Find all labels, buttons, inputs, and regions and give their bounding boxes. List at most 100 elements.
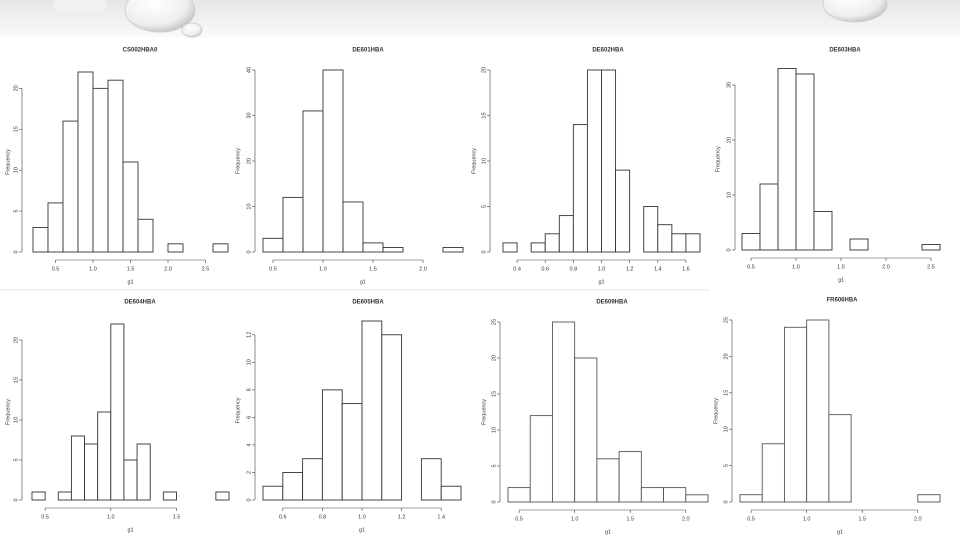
- y-tick-label: 30: [726, 82, 732, 88]
- bar: [32, 227, 49, 253]
- x-tick-label: 0.5: [269, 266, 277, 272]
- x-tick-label: 0.5: [52, 266, 60, 272]
- x-tick-label: 1.5: [173, 514, 181, 520]
- x-tick-label: 2.0: [914, 516, 922, 522]
- bar: [783, 326, 808, 503]
- y-tick-label: 10: [246, 203, 252, 209]
- x-tick-label: 2.0: [419, 266, 427, 272]
- x-tick-label: 1.2: [398, 514, 406, 520]
- chart-title: DE602HBA: [592, 48, 624, 54]
- y-tick-label: 20: [491, 355, 497, 361]
- y-tick-label: 15: [13, 377, 19, 383]
- x-tick-label: 0.5: [41, 514, 49, 520]
- bar: [739, 494, 763, 503]
- x-tick-label: 1.5: [127, 266, 135, 272]
- x-axis-label: g1: [837, 529, 843, 535]
- bar: [507, 487, 531, 503]
- x-tick-label: 1.5: [837, 264, 845, 270]
- y-tick-label: 0: [723, 500, 729, 503]
- bar: [215, 491, 230, 501]
- y-tick-label: 15: [481, 112, 487, 118]
- y-tick-label: 5: [481, 205, 487, 208]
- y-tick-label: 20: [481, 67, 487, 73]
- y-tick-label: 0: [13, 498, 19, 501]
- x-tick-label: 1.0: [792, 264, 800, 270]
- y-tick-label: 20: [726, 137, 732, 143]
- chart-title: DE601HBA: [352, 48, 384, 54]
- bar: [572, 124, 588, 253]
- bar: [671, 233, 687, 253]
- bar: [420, 458, 442, 501]
- x-tick-label: 0.8: [570, 266, 578, 272]
- bar: [162, 491, 177, 501]
- bar: [596, 458, 620, 503]
- bar: [795, 73, 815, 251]
- x-axis-label: g1: [127, 527, 133, 533]
- bar: [322, 69, 344, 253]
- y-tick-label: 10: [481, 158, 487, 164]
- x-tick-label: 2.0: [682, 516, 690, 522]
- bar: [440, 485, 462, 501]
- chart-title: DE604HBA: [124, 300, 156, 306]
- y-tick-label: 0: [491, 500, 497, 503]
- bar: [262, 485, 284, 501]
- decor-drop: [822, 0, 888, 23]
- bar: [57, 491, 72, 501]
- bar: [110, 323, 125, 501]
- x-axis-label: g1: [360, 279, 366, 285]
- x-tick-label: 0.8: [319, 514, 327, 520]
- bar: [342, 201, 364, 253]
- x-tick-label: 1.5: [369, 266, 377, 272]
- y-axis-label: Frequency: [715, 146, 721, 172]
- x-tick-label: 2.0: [164, 266, 172, 272]
- bar: [382, 246, 404, 253]
- bar: [586, 69, 602, 253]
- y-tick-label: 0: [726, 248, 732, 251]
- x-tick-label: 1.0: [107, 514, 115, 520]
- x-tick-label: 1.0: [598, 266, 606, 272]
- x-tick-label: 2.0: [882, 264, 890, 270]
- x-tick-label: 1.5: [626, 516, 634, 522]
- x-tick-label: 1.6: [682, 266, 690, 272]
- bar: [502, 242, 518, 253]
- bar: [828, 414, 852, 503]
- bar: [47, 202, 64, 253]
- bar: [685, 494, 709, 503]
- y-tick-label: 15: [723, 390, 729, 396]
- bar: [530, 242, 546, 253]
- x-tick-label: 0.4: [513, 266, 521, 272]
- x-tick-label: 0.5: [515, 516, 523, 522]
- y-tick-label: 20: [13, 337, 19, 343]
- bar: [544, 233, 560, 253]
- y-tick-label: 10: [491, 427, 497, 433]
- y-axis-label: Frequency: [235, 397, 241, 423]
- y-tick-label: 0: [246, 250, 252, 253]
- bar: [663, 487, 687, 503]
- bar: [551, 321, 576, 503]
- x-tick-label: 1.4: [437, 514, 445, 520]
- bar: [813, 211, 833, 251]
- y-tick-label: 5: [13, 210, 19, 213]
- bar: [167, 243, 184, 253]
- bar: [282, 196, 304, 253]
- bar: [574, 357, 598, 503]
- x-tick-label: 2.5: [927, 264, 935, 270]
- decor-drop: [124, 0, 196, 33]
- bar: [640, 487, 665, 503]
- y-tick-label: 10: [246, 359, 252, 365]
- bar: [341, 403, 363, 501]
- x-tick-label: 1.2: [626, 266, 634, 272]
- bar: [921, 244, 941, 251]
- bar: [685, 233, 701, 253]
- bar: [657, 224, 673, 253]
- bar: [107, 79, 124, 253]
- x-tick-label: 0.5: [747, 264, 755, 270]
- bar: [361, 320, 383, 501]
- bar: [137, 218, 154, 253]
- x-tick-label: 0.6: [541, 266, 549, 272]
- y-axis-label: Frequency: [235, 148, 241, 174]
- x-tick-label: 0.5: [747, 516, 755, 522]
- chart-title: CS002HBA0: [123, 48, 158, 54]
- x-tick-label: 1.0: [319, 266, 327, 272]
